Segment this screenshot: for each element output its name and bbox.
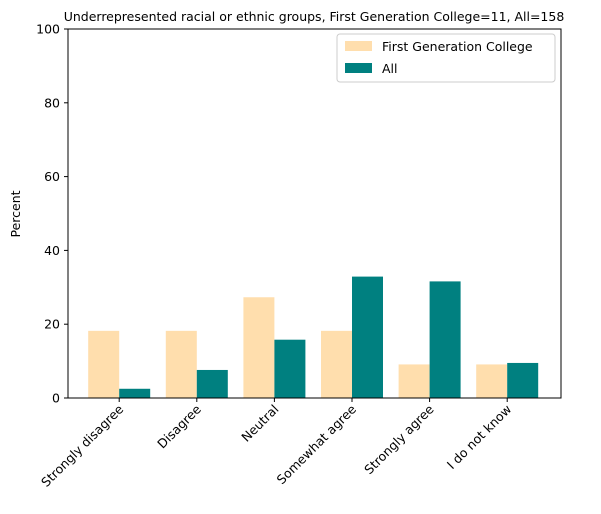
x-axis: Strongly disagree Disagree NeutralSomewhat… <box>38 398 514 490</box>
legend-label-all: All <box>382 61 398 76</box>
legend-label-first-generation-college: First Generation College <box>382 39 533 54</box>
y-tick-label: 20 <box>44 317 60 332</box>
bar-all-disagree <box>196 369 228 398</box>
chart-title: Underrepresented racial or ethnic groups… <box>64 9 565 24</box>
bar-first-generation-college-strongly-agree <box>398 364 430 398</box>
bar-first-generation-college-i-do-not-know <box>476 364 508 398</box>
legend-swatch-first-generation-college <box>345 41 372 51</box>
x-tick-label-strongly-disagree: Strongly disagree <box>38 401 126 489</box>
x-tick-label-neutral: Neutral <box>238 402 281 445</box>
y-tick-label: 0 <box>52 391 60 406</box>
legend: First Generation College All <box>336 33 556 83</box>
axes-frame <box>67 28 562 399</box>
bar-first-generation-college-strongly-disagree <box>88 330 120 398</box>
bar-all-neutral <box>274 339 306 398</box>
y-tick-label: 40 <box>44 243 60 258</box>
legend-frame <box>336 33 556 83</box>
y-tick-label: 80 <box>44 95 60 110</box>
x-tick-label-somewhat-agree: Somewhat agree <box>274 401 360 487</box>
bar-first-generation-college-neutral <box>243 297 275 398</box>
y-tick-label: 60 <box>44 169 60 184</box>
legend-swatch-all <box>345 63 372 73</box>
y-axis-label: Percent <box>8 190 23 237</box>
bars-layer <box>88 276 539 398</box>
bar-all-strongly-disagree <box>119 388 151 398</box>
bar-first-generation-college-somewhat-agree <box>321 330 352 398</box>
y-tick-label: 100 <box>36 22 60 37</box>
bar-all-somewhat-agree <box>352 276 383 398</box>
x-tick-label-i-do-not-know: I do not know <box>444 402 515 473</box>
x-tick-label-strongly-agree: Strongly agree <box>361 401 437 477</box>
y-axis: 0 20 40 60 80 100 <box>36 22 68 406</box>
x-tick-label-disagree: Disagree <box>154 401 204 451</box>
bar-all-strongly-agree <box>429 281 461 398</box>
bar-first-generation-college-disagree <box>165 330 197 398</box>
bar-all-i-do-not-know <box>507 362 539 398</box>
